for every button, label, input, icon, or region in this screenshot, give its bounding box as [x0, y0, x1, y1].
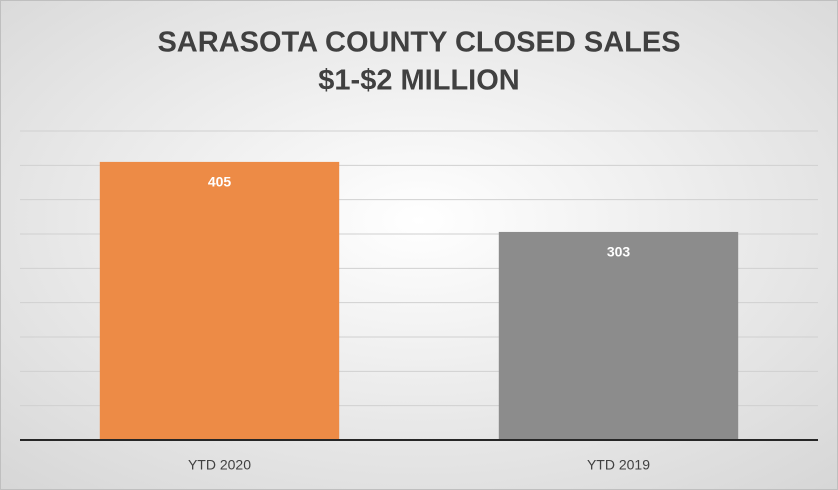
chart-title: SARASOTA COUNTY CLOSED SALES	[157, 27, 680, 59]
value-label: 303	[607, 244, 631, 260]
chart-title: $1-$2 MILLION	[318, 65, 519, 97]
bar	[498, 231, 739, 440]
bar	[99, 161, 340, 440]
x-tick-label: YTD 2019	[587, 457, 650, 473]
x-tick-label: YTD 2020	[188, 457, 251, 473]
value-label: 405	[208, 174, 232, 190]
